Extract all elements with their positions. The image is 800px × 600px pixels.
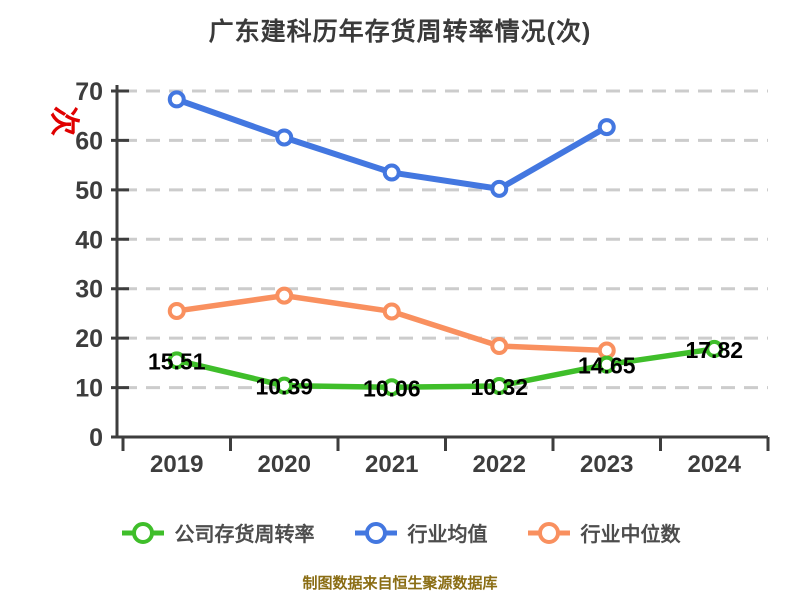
chart-title: 广东建科历年存货周转率情况(次) (208, 18, 592, 46)
x-tick-label: 2024 (688, 451, 742, 478)
data-point (275, 128, 294, 147)
data-point (167, 301, 186, 320)
line-chart: 0 10 20 30 40 50 60 70 2019 2020 2021 2022 2023 2024 1… (75, 78, 770, 478)
y-tick-label: 60 (75, 127, 103, 155)
legend-marker-icon (121, 521, 164, 544)
legend-label: 行业中位数 (580, 524, 681, 546)
point-value-label: 10.06 (363, 375, 421, 401)
y-tick-label: 0 (89, 424, 103, 452)
data-point (167, 351, 186, 370)
y-tick-label: 50 (75, 177, 103, 205)
series-line-1 (174, 346, 717, 391)
point-value-label: 14.65 (578, 353, 636, 379)
x-tick-label: 2023 (580, 451, 633, 478)
data-point (597, 355, 616, 374)
data-point (705, 339, 724, 358)
y-tick-label: 30 (75, 276, 103, 304)
point-value-label: 17.82 (685, 337, 743, 363)
data-point (597, 118, 616, 137)
data-point (167, 90, 186, 109)
data-point (382, 302, 401, 321)
y-tick-label: 10 (75, 375, 103, 403)
point-value-label: 10.32 (470, 374, 528, 400)
data-point (490, 376, 509, 395)
data-point (382, 163, 401, 182)
legend-label: 行业均值 (407, 524, 488, 546)
x-tick-label: 2020 (258, 451, 311, 478)
point-value-label: 15.51 (148, 348, 206, 374)
data-point (275, 286, 294, 305)
data-source-note: 制图数据来自恒生聚源数据库 (302, 575, 498, 592)
y-tick-label: 20 (75, 325, 103, 353)
x-tick-label: 2022 (473, 451, 526, 478)
x-tick-label: 2019 (150, 451, 203, 478)
legend-marker-icon (527, 521, 570, 544)
legend: 公司存货周转率 行业均值 行业中位数 (0, 518, 800, 547)
legend-marker-icon (354, 521, 397, 544)
y-tick-label: 40 (75, 226, 103, 254)
legend-item-3: 行业中位数 (526, 518, 681, 547)
data-point (382, 378, 401, 397)
x-tick-label: 2021 (365, 451, 418, 478)
legend-item-1: 公司存货周转率 (120, 518, 315, 547)
data-point (490, 337, 509, 356)
data-point (275, 376, 294, 395)
data-point (490, 179, 509, 198)
legend-label: 公司存货周转率 (174, 524, 315, 546)
point-value-label: 10.39 (255, 374, 313, 400)
y-tick-label: 70 (75, 78, 103, 106)
legend-item-2: 行业均值 (353, 518, 488, 547)
